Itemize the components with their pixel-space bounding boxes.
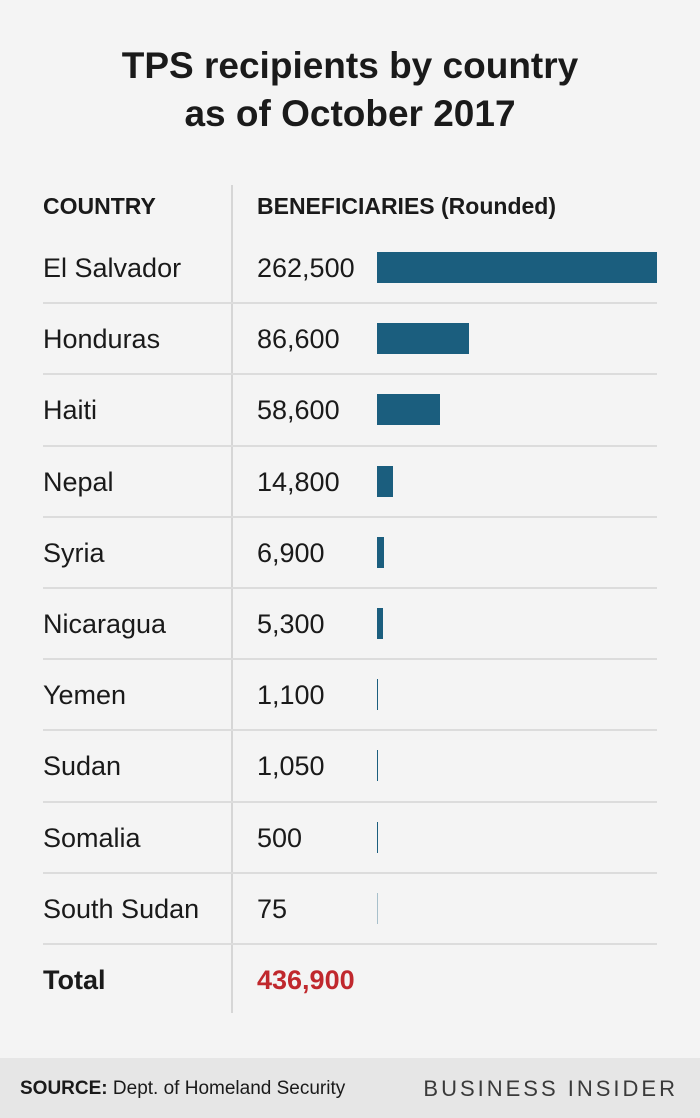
bar (377, 892, 378, 924)
row-divider (43, 943, 657, 945)
beneficiaries-value: 5,300 (257, 609, 325, 639)
row-divider (43, 515, 657, 518)
total-label: Total (43, 965, 106, 995)
beneficiaries-value: 58,600 (257, 395, 340, 426)
row-divider (43, 800, 657, 803)
source-label: SOURCE: (20, 1078, 108, 1099)
table-row: Haiti 58,600 (43, 373, 657, 444)
table-row: South Sudan 75 (43, 871, 657, 943)
country-name: Somalia (43, 822, 141, 853)
table-row: El Salvador 262,500 (43, 231, 657, 302)
beneficiaries-value: 14,800 (257, 466, 340, 497)
bar (377, 536, 385, 568)
table-row: Somalia 500 (43, 800, 657, 872)
table-row: Yemen 1,100 (43, 658, 657, 729)
country-name: El Salvador (43, 253, 182, 283)
bar (377, 465, 393, 497)
country-name: Syria (43, 537, 105, 568)
beneficiaries-value: 500 (257, 822, 303, 853)
row-divider (43, 871, 657, 874)
country-name: Yemen (43, 680, 127, 711)
header-beneficiaries: BENEFICIARIES (Rounded) (257, 193, 556, 219)
source-text: Dept. of Homeland Security (112, 1078, 346, 1099)
table-row: Nepal 14,800 (43, 444, 657, 516)
column-divider (231, 185, 233, 1013)
row-divider (43, 658, 657, 661)
beneficiaries-value: 75 (257, 893, 288, 924)
beneficiaries-value: 1,050 (257, 751, 325, 782)
bar (377, 750, 379, 782)
footer: SOURCE: Dept. of Homeland Security BUSIN… (0, 1058, 700, 1118)
beneficiaries-value: 6,900 (257, 537, 325, 568)
bar (377, 394, 440, 426)
beneficiaries-value: 86,600 (257, 324, 340, 355)
chart-title-line-1: TPS recipients by country (121, 45, 579, 86)
header-country: COUNTRY (43, 193, 156, 219)
bar (377, 608, 383, 639)
total-row: Total 436,900 (43, 943, 657, 1014)
total-value: 436,900 (257, 965, 355, 995)
row-divider (43, 302, 657, 305)
row-divider (43, 444, 657, 447)
chart-title-line-2: as of October 2017 (184, 93, 516, 134)
table-row: Syria 6,900 (43, 515, 657, 587)
bar (377, 821, 378, 853)
bar (377, 679, 379, 711)
beneficiaries-value: 262,500 (257, 253, 355, 283)
brand-logo: BUSINESS INSIDER (423, 1076, 678, 1101)
country-name: South Sudan (43, 893, 200, 924)
table-row: Sudan 1,050 (43, 729, 657, 800)
chart-title: TPS recipients by country as of October … (0, 42, 700, 138)
table-row: Nicaragua 5,300 (43, 587, 657, 658)
bar (377, 252, 657, 283)
country-name: Honduras (43, 324, 161, 355)
source-note: SOURCE: Dept. of Homeland Security (20, 1078, 345, 1100)
row-divider (43, 587, 657, 589)
country-name: Sudan (43, 751, 122, 782)
row-divider (43, 373, 657, 376)
bar (377, 323, 470, 355)
table-row: Honduras 86,600 (43, 302, 657, 373)
beneficiaries-value: 1,100 (257, 680, 325, 711)
country-name: Nicaragua (43, 609, 167, 639)
country-name: Nepal (43, 466, 114, 497)
row-divider (43, 729, 657, 732)
country-name: Haiti (43, 395, 98, 426)
